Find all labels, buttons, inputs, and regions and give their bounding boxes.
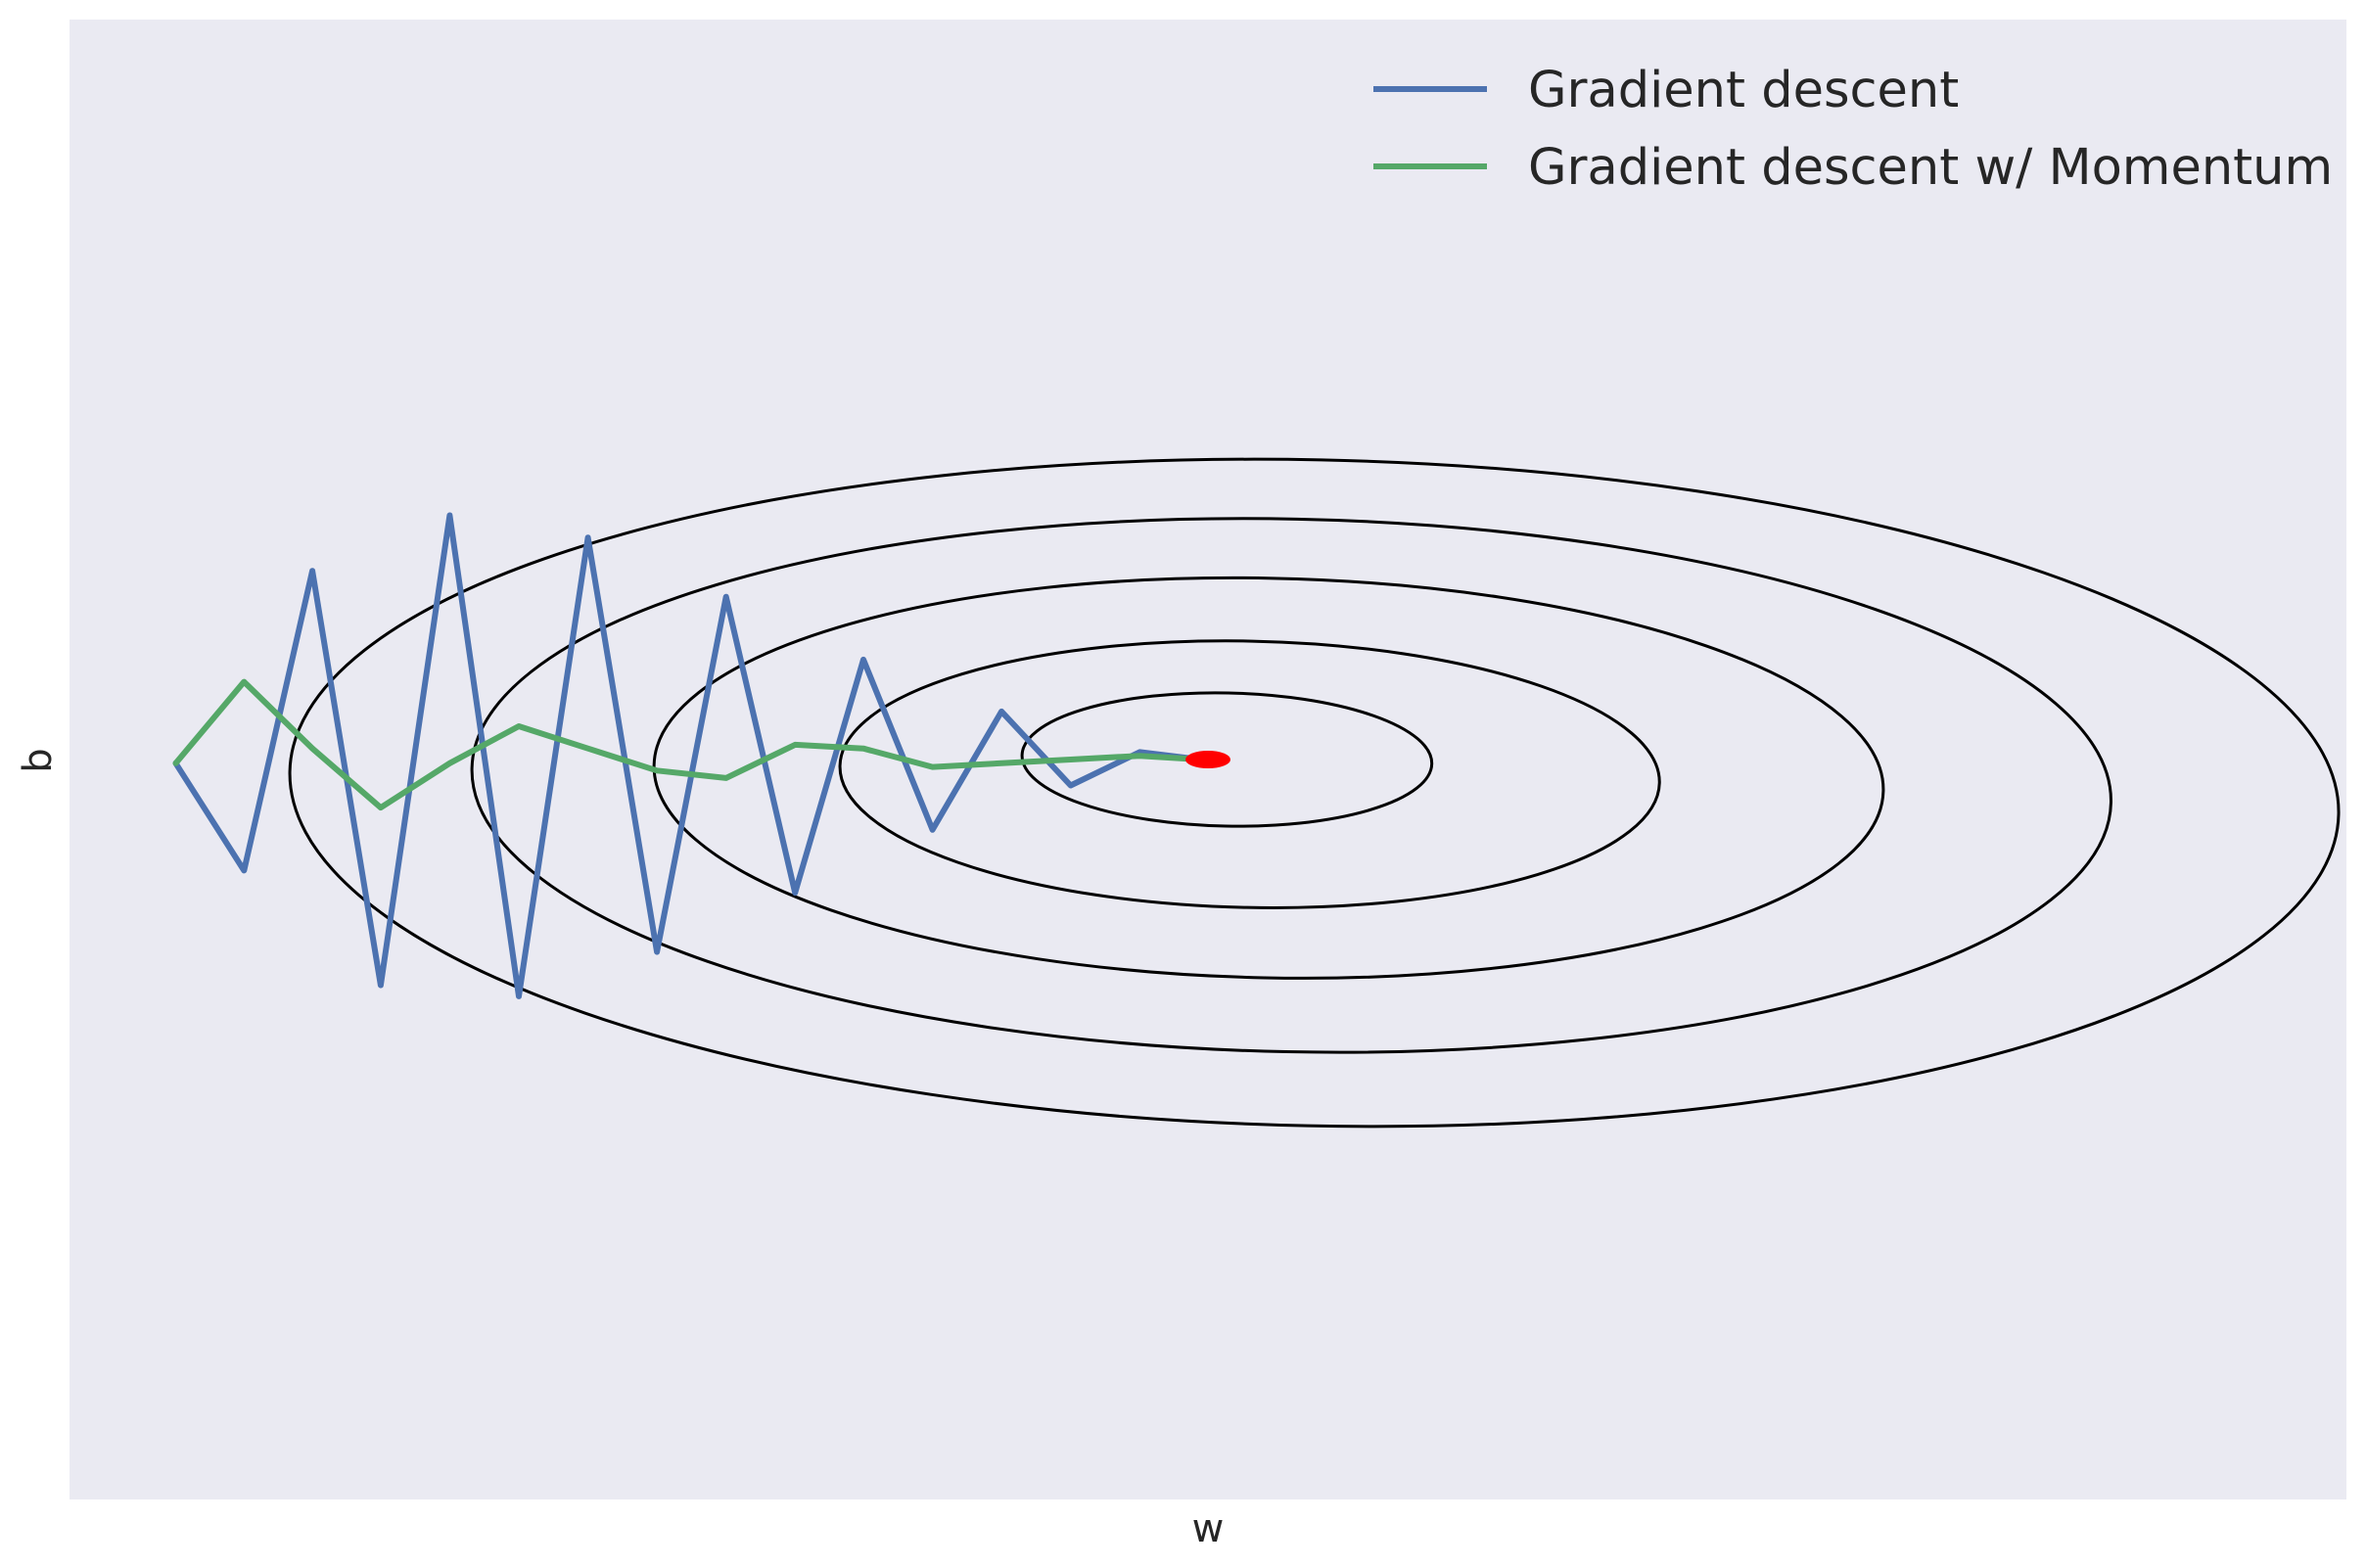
y-axis-label: b	[16, 748, 61, 772]
contour-ellipse-4	[470, 517, 2112, 1054]
legend-label-gradient-descent: Gradient descent	[1528, 62, 1959, 119]
x-axis-label: w	[1192, 1506, 1225, 1551]
minimum-marker	[1185, 751, 1230, 768]
contour-lines	[288, 457, 2341, 1129]
legend: Gradient descent Gradient descent w/ Mom…	[1373, 62, 2333, 197]
series-lines	[172, 512, 1204, 999]
contour-ellipse-3	[652, 576, 1885, 980]
series-line-gradient-descent-momentum	[172, 678, 1204, 811]
legend-label-gradient-descent-momentum: Gradient descent w/ Momentum	[1528, 139, 2333, 197]
contour-ellipse-1	[1020, 691, 1434, 828]
contour-ellipse-5	[288, 457, 2341, 1129]
contour-ellipse-2	[838, 639, 1661, 909]
minimum-marker-group	[1185, 751, 1230, 768]
